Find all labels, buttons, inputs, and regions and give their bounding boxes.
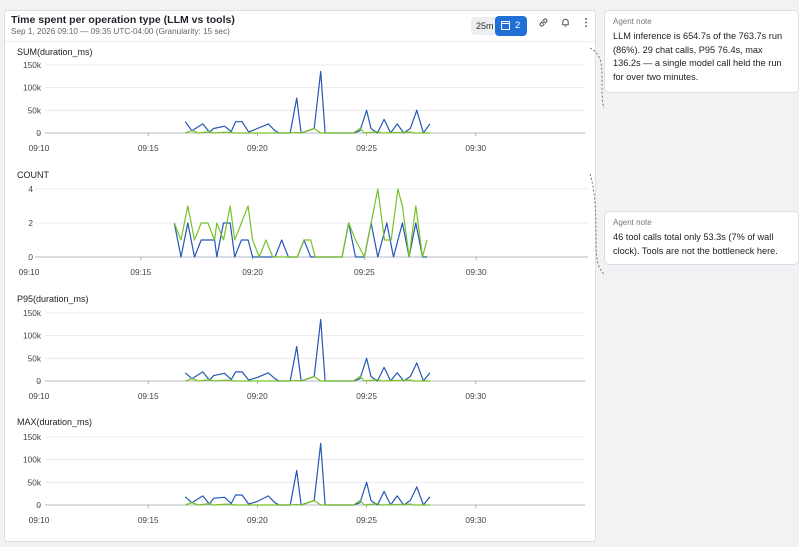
x-tick-label: 09:20	[242, 267, 263, 277]
series-line-tool	[173, 188, 428, 258]
y-tick-label: 150k	[23, 432, 42, 442]
y-tick-label: 100k	[23, 331, 42, 341]
calendar-button[interactable]: 2	[495, 16, 527, 36]
x-tick-label: 09:10	[29, 143, 50, 153]
x-tick-label: 09:30	[466, 267, 487, 277]
y-tick-label: 150k	[23, 308, 42, 318]
note-label: Agent note	[613, 218, 652, 227]
x-tick-label: 09:30	[465, 391, 486, 401]
note-label: Agent note	[613, 17, 652, 26]
note-text: 46 tool calls total only 53.3s (7% of wa…	[613, 232, 778, 256]
calendar-icon	[501, 21, 510, 30]
chart-panel: Time spent per operation type (LLM vs to…	[4, 10, 596, 542]
y-tick-label: 50k	[28, 353, 42, 363]
y-tick-label: 150k	[23, 60, 42, 70]
chart-title: P95(duration_ms)	[17, 294, 89, 304]
x-tick-label: 09:20	[247, 391, 268, 401]
note-text: LLM inference is 654.7s of the 763.7s ru…	[613, 31, 783, 82]
series-line-llm	[184, 318, 431, 382]
y-tick-label: 4	[28, 184, 33, 194]
alert-icon[interactable]	[557, 17, 573, 35]
agent-note-2: Agent note 46 tool calls total only 53.3…	[604, 211, 799, 265]
chart-title: MAX(duration_ms)	[17, 417, 92, 427]
x-tick-label: 09:25	[356, 515, 377, 525]
x-tick-label: 09:15	[130, 267, 151, 277]
x-tick-label: 09:20	[247, 515, 268, 525]
x-tick-label: 09:30	[465, 143, 486, 153]
series-line-tool	[185, 127, 430, 134]
y-tick-label: 50k	[28, 477, 42, 487]
x-tick-label: 09:25	[356, 143, 377, 153]
agent-note-1: Agent note LLM inference is 654.7s of th…	[604, 10, 799, 93]
charts-area: SUM(duration_ms) 0 50k 100k 150k 09:10 09:15 09…	[17, 47, 588, 525]
x-tick-label: 09:15	[138, 391, 159, 401]
chart-title: COUNT	[17, 170, 49, 180]
x-tick-label: 09:10	[29, 515, 50, 525]
series-line-tool	[185, 375, 430, 382]
panel-title: Time spent per operation type (LLM vs to…	[11, 14, 235, 26]
x-tick-label: 09:15	[138, 143, 159, 153]
note-connector-1	[589, 47, 605, 109]
x-tick-label: 09:30	[465, 515, 486, 525]
panel-subtitle: Sep 1, 2026 09:10 — 09:35 UTC-04:00 (Gra…	[11, 27, 230, 36]
y-tick-label: 0	[28, 252, 33, 262]
y-tick-label: 100k	[23, 83, 42, 93]
series-line-tool	[185, 499, 430, 506]
series-line-llm	[184, 70, 431, 134]
x-tick-label: 09:20	[247, 143, 268, 153]
x-tick-label: 09:25	[354, 267, 375, 277]
x-tick-label: 09:10	[29, 391, 50, 401]
y-tick-label: 100k	[23, 455, 42, 465]
link-icon[interactable]	[535, 17, 551, 35]
panel-header: Time spent per operation type (LLM vs to…	[5, 11, 595, 42]
note-connector-2	[589, 173, 605, 275]
y-tick-label: 50k	[28, 105, 42, 115]
calendar-count: 2	[515, 20, 521, 31]
x-tick-label: 09:25	[356, 391, 377, 401]
x-tick-label: 09:10	[19, 267, 40, 277]
x-tick-label: 09:15	[138, 515, 159, 525]
y-tick-label: 2	[28, 218, 33, 228]
time-range-button[interactable]: 25m	[471, 17, 499, 35]
series-line-llm	[184, 442, 431, 506]
chart-title: SUM(duration_ms)	[17, 47, 93, 57]
more-vertical-icon[interactable]	[578, 17, 594, 35]
